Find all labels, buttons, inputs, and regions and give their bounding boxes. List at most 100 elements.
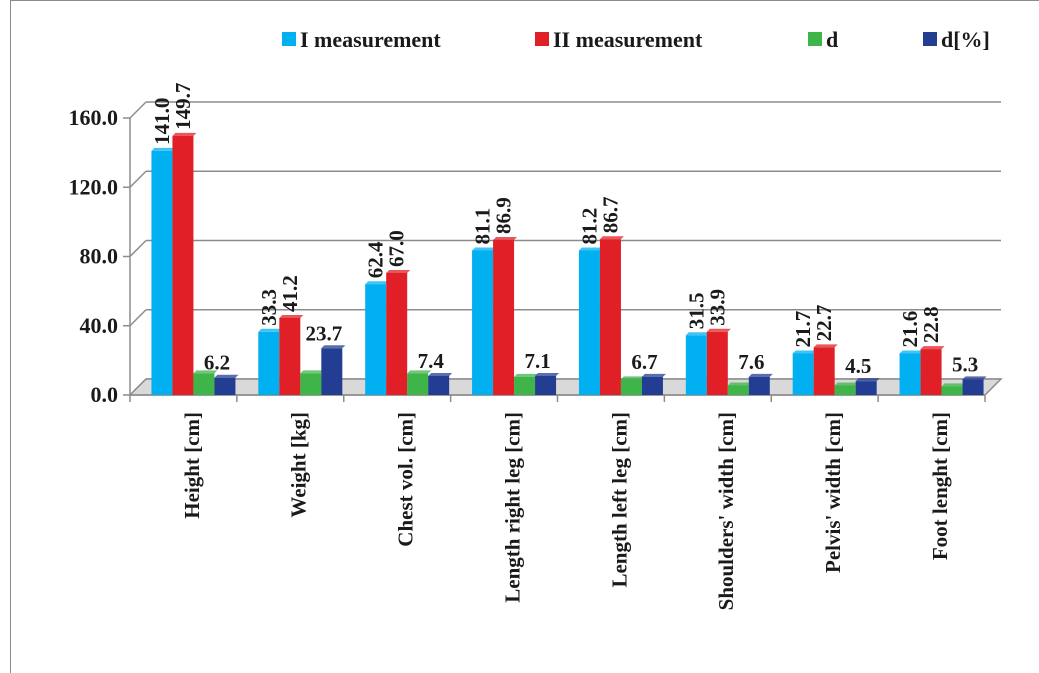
bar-top-face [300, 370, 325, 374]
gridline-side [129, 170, 147, 188]
data-label: 67.0 [385, 230, 409, 267]
legend-swatch [923, 32, 937, 46]
bar [258, 331, 280, 395]
x-category-label: Shoulders' width [cm] [714, 412, 738, 610]
bar-top-face [258, 328, 283, 332]
bar-top-face [599, 236, 624, 240]
x-category-label: Weight [kg] [287, 412, 311, 518]
x-category-label: Length left leg [cm] [607, 412, 631, 588]
data-label: 4.5 [845, 354, 871, 378]
bar [599, 239, 621, 395]
bar [365, 284, 387, 395]
bar [279, 317, 301, 395]
bar [386, 272, 408, 395]
bar-top-face [813, 344, 838, 348]
legend-label: d[%] [941, 27, 990, 52]
bar [407, 373, 429, 395]
bar [748, 376, 770, 395]
bar-top-face [386, 269, 411, 273]
y-axis: 0.0 40.0 80.0 120.0 160.0 [69, 105, 131, 407]
bar-top-face [193, 370, 218, 374]
bar-top-face [727, 382, 752, 386]
data-label: 41.2 [278, 275, 302, 312]
data-label: 21.7 [791, 311, 815, 348]
bar [620, 379, 642, 395]
data-label: 6.2 [204, 351, 230, 375]
bar-top-face [748, 373, 773, 377]
bar [792, 353, 814, 395]
x-category-label: Height [cm] [180, 412, 204, 519]
bar [151, 150, 173, 395]
bar [685, 335, 707, 395]
x-category-label: Chest vol. [cm] [394, 412, 418, 547]
bar [920, 349, 942, 395]
bar [941, 386, 963, 395]
bar-top-face [535, 372, 560, 376]
x-category-label: Length right leg [cm] [500, 412, 524, 603]
y-tick-label: 40.0 [80, 313, 119, 338]
bar-top-face [834, 382, 859, 386]
y-tick-label: 160.0 [69, 105, 119, 130]
bar [493, 240, 515, 395]
bar-top-face [920, 346, 945, 350]
bar-top-face [214, 374, 239, 378]
bar-top-face [578, 247, 603, 251]
x-category-label: Foot lenght [cm] [928, 412, 952, 560]
bar [578, 250, 600, 395]
data-label: 22.7 [812, 305, 836, 342]
data-label: 86.9 [492, 197, 516, 234]
bar [855, 381, 877, 395]
bar-top-face [279, 314, 304, 318]
data-label: 141.0 [150, 98, 174, 145]
bar [428, 375, 450, 395]
bar [172, 135, 194, 395]
bar-top-face [407, 370, 432, 374]
bar-top-face [962, 376, 987, 380]
data-label: 86.7 [598, 196, 622, 233]
data-label: 22.8 [919, 306, 943, 343]
data-label: 62.4 [364, 241, 388, 278]
bar [641, 376, 663, 395]
data-label: 149.7 [171, 83, 195, 130]
bar [300, 373, 322, 395]
bar-top-face [514, 373, 539, 377]
gridline-side [129, 101, 147, 119]
data-label: 33.3 [257, 289, 281, 326]
x-axis: Height [cm] Weight [kg] Chest vol. [cm] Len… [129, 395, 986, 610]
legend: I measurement II measurement d d[%] [282, 27, 990, 52]
bar [535, 375, 557, 395]
bar-top-face [899, 350, 924, 354]
data-label: 81.2 [577, 208, 601, 245]
bar-top-face [792, 350, 817, 354]
bar [962, 379, 984, 395]
bar-top-face [685, 332, 710, 336]
data-label: 7.6 [738, 350, 764, 374]
data-label: 31.5 [684, 293, 708, 330]
bar-top-face [620, 376, 645, 380]
data-label: 23.7 [305, 321, 342, 345]
bar [214, 377, 236, 395]
bar-top-face [365, 281, 390, 285]
gridline-side [129, 239, 147, 258]
legend-label: II measurement [553, 27, 703, 52]
bar [834, 385, 856, 395]
bar [472, 250, 494, 395]
legend-swatch [535, 32, 549, 46]
bar-top-face [472, 247, 497, 251]
y-tick-label: 120.0 [69, 174, 119, 199]
bar-top-face [706, 328, 731, 332]
bar-top-face [855, 378, 880, 382]
bar [727, 385, 749, 395]
bar [193, 373, 215, 395]
bar-top-face [641, 373, 666, 377]
bar [514, 376, 536, 395]
bar-top-face [172, 132, 197, 136]
bar-top-face [493, 237, 518, 241]
bar-top-face [151, 147, 176, 151]
legend-swatch [808, 32, 822, 46]
legend-swatch [282, 32, 296, 46]
data-label: 6.7 [631, 350, 657, 374]
y-tick-label: 0.0 [91, 382, 119, 407]
